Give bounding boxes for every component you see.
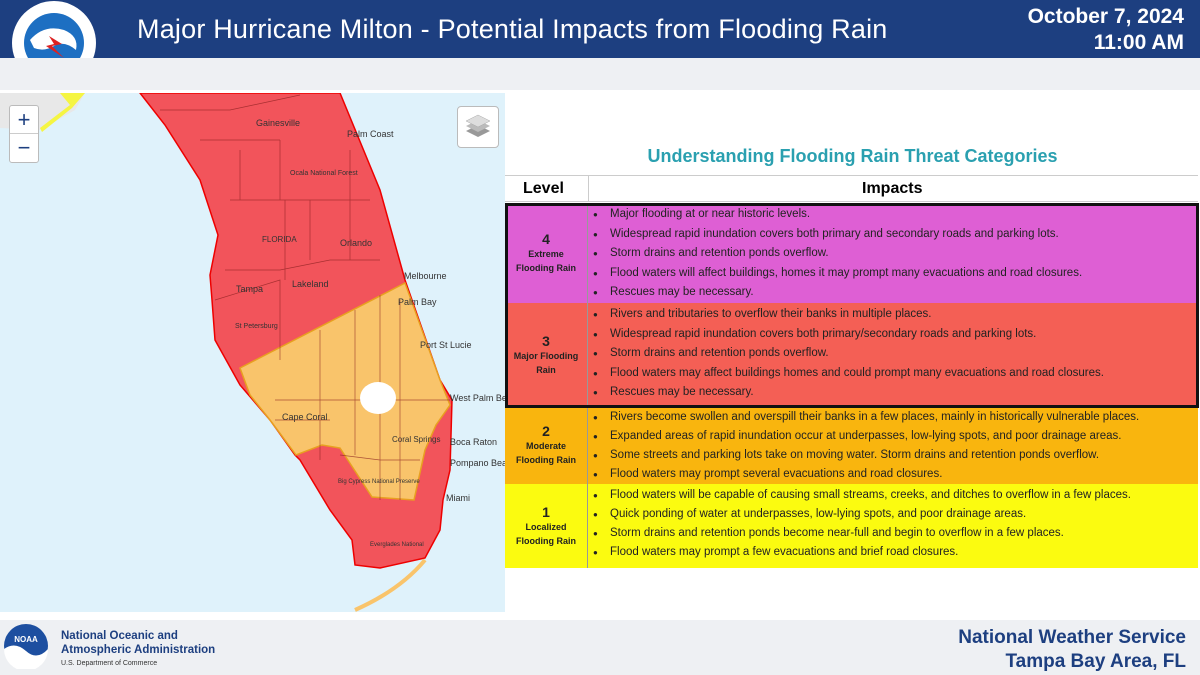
label-big-cypress: Big Cypress National Preserve (338, 479, 420, 485)
footer: NOAA National Oceanic and Atmospheric Ad… (0, 620, 1200, 675)
svg-text:NOAA: NOAA (14, 635, 38, 644)
impact-item: Rivers become swollen and overspill thei… (588, 408, 1198, 427)
impact-item: Storm drains and retention ponds overflo… (588, 244, 1198, 264)
noaa-line1: National Oceanic and (61, 630, 178, 642)
impact-item: Flood waters may affect buildings homes … (588, 364, 1198, 384)
florida-map: Gainesville Palm Coast Ocala National Fo… (0, 93, 505, 612)
level-cell: 1 Localized Flooding Rain (505, 484, 588, 568)
label-ocala-nf: Ocala National Forest (290, 170, 358, 177)
table-header: Level Impacts (505, 175, 1198, 202)
issue-datetime: October 7, 2024 11:00 AM (1028, 4, 1184, 56)
lake-okeechobee (360, 382, 396, 414)
impact-item: Storm drains and retention ponds become … (588, 524, 1198, 543)
level1-coast-strip (40, 93, 85, 132)
threat-row-level-1: 1 Localized Flooding Rain Flood waters will… (505, 484, 1198, 568)
label-tampa: Tampa (236, 284, 263, 294)
impact-item: Rivers and tributaries to overflow their… (588, 305, 1198, 325)
label-cape-coral: Cape Coral (282, 412, 328, 422)
threat-row-level-2: 2 Moderate Flooding Rain Rivers become swol… (505, 406, 1198, 484)
label-pompano-beach: Pompano Beach (450, 458, 505, 468)
level-label: Flooding Rain (516, 455, 576, 465)
impact-item: Flood waters may prompt several evacuati… (588, 465, 1198, 484)
label-west-palm-beach: West Palm Beach (450, 393, 505, 403)
zoom-in-button[interactable]: + (10, 106, 38, 134)
impact-item: Rescues may be necessary. (588, 383, 1198, 403)
zoom-control: + − (9, 105, 39, 163)
noaa-line3: U.S. Department of Commerce (61, 660, 158, 667)
impacts-list: Rivers become swollen and overspill thei… (588, 408, 1198, 484)
impact-item: Major flooding at or near historic level… (588, 205, 1198, 225)
issue-date: October 7, 2024 (1027, 5, 1184, 28)
impact-item: Some streets and parking lots take on mo… (588, 446, 1198, 465)
label-palm-coast: Palm Coast (347, 129, 394, 139)
noaa-name: National Oceanic and Atmospheric Adminis… (61, 629, 215, 671)
level-label: Flooding Rain (516, 263, 576, 273)
impact-item: Quick ponding of water at underpasses, l… (588, 505, 1198, 524)
header-band (0, 58, 1200, 90)
noaa-logo: NOAA (4, 624, 48, 669)
label-melbourne: Melbourne (404, 271, 447, 281)
nws-line1: National Weather Service (958, 627, 1186, 648)
label-everglades: Everglades National (370, 542, 424, 548)
impact-item: Widespread rapid inundation covers both … (588, 325, 1198, 345)
impact-item: Storm drains and retention ponds overflo… (588, 344, 1198, 364)
label-boca-raton: Boca Raton (450, 437, 497, 447)
impact-item: Expanded areas of rapid inundation occur… (588, 427, 1198, 446)
label-miami: Miami (446, 493, 470, 503)
level-label: Localized (525, 522, 567, 532)
impact-item: Flood waters will be capable of causing … (588, 486, 1198, 505)
layers-button[interactable] (457, 106, 499, 148)
noaa-line2: Atmospheric Administration (61, 644, 216, 656)
impacts-list: Flood waters will be capable of causing … (588, 486, 1198, 562)
florida-keys (354, 558, 427, 612)
header: Major Hurricane Milton - Potential Impac… (0, 0, 1200, 85)
nws-office: National Weather Service Tampa Bay Area,… (958, 626, 1186, 674)
level-number: 3 (542, 332, 550, 349)
label-orlando: Orlando (340, 238, 372, 248)
highlight-border-levels-3-4 (505, 203, 1199, 408)
threat-row-level-4: 4 Extreme Flooding Rain Major flooding at o… (505, 203, 1198, 303)
impact-item: Flood waters will affect buildings, home… (588, 264, 1198, 284)
level-cell: 2 Moderate Flooding Rain (505, 406, 588, 484)
label-st-petersburg: St Petersburg (235, 323, 278, 330)
level-label: Extreme (528, 249, 564, 259)
level-number: 4 (542, 231, 550, 247)
county-borders (160, 94, 450, 500)
table-title: Understanding Flooding Rain Threat Categ… (647, 146, 1058, 166)
label-coral-springs: Coral Springs (392, 435, 440, 444)
col-impacts: Impacts (862, 180, 923, 197)
label-gainesville: Gainesville (256, 118, 300, 128)
impact-item: Rescues may be necessary. (588, 283, 1198, 303)
flood-threat-map[interactable]: Gainesville Palm Coast Ocala National Fo… (0, 93, 505, 612)
level-number: 1 (542, 504, 550, 520)
level-label: Major Flooding (513, 350, 579, 361)
level-label: Rain (536, 364, 556, 375)
page-title: Major Hurricane Milton - Potential Impac… (137, 14, 888, 44)
layers-icon (465, 114, 491, 137)
zoom-out-button[interactable]: − (17, 135, 31, 160)
label-port-st-lucie: Port St Lucie (420, 340, 472, 350)
impact-item: Widespread rapid inundation covers both … (588, 225, 1198, 245)
level2-area (239, 281, 451, 501)
level-number: 2 (542, 423, 550, 439)
issue-time: 11:00 AM (1093, 31, 1184, 54)
impacts-list: Major flooding at or near historic level… (588, 205, 1198, 303)
level-label: Flooding Rain (516, 536, 576, 546)
label-palm-bay: Palm Bay (398, 297, 437, 307)
nws-line2: Tampa Bay Area, FL (1005, 651, 1186, 672)
impacts-list: Rivers and tributaries to overflow their… (588, 305, 1198, 403)
col-level: Level (523, 180, 564, 197)
label-florida: FLORIDA (262, 235, 297, 244)
impact-item: Flood waters may prompt a few evacuation… (588, 543, 1198, 562)
level-label: Moderate (525, 441, 566, 451)
map-labels: Gainesville Palm Coast Ocala National Fo… (235, 118, 505, 548)
label-lakeland: Lakeland (292, 279, 329, 289)
